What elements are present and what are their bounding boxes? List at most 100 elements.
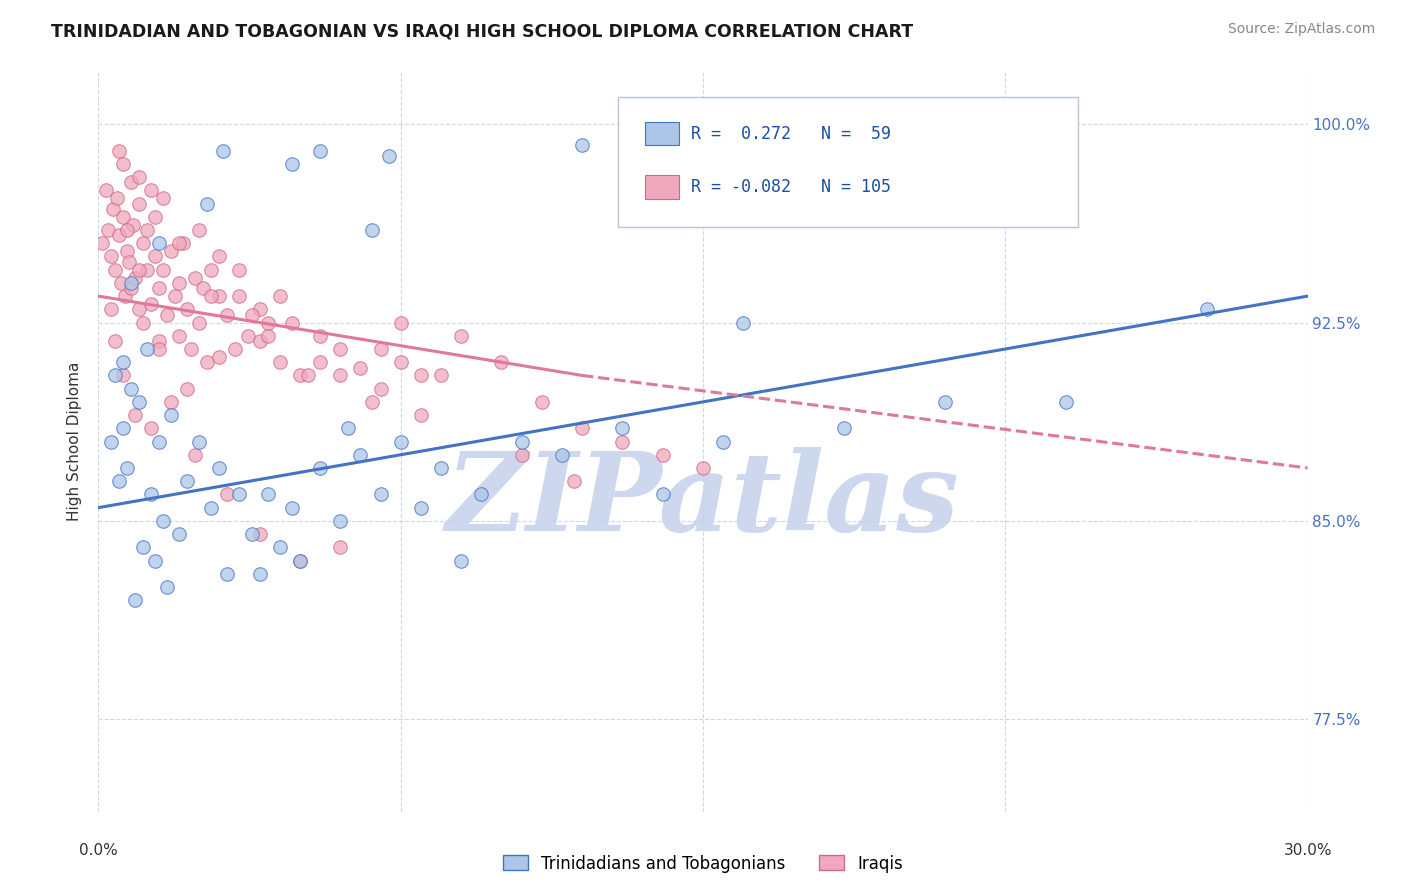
Point [103,262,125,277]
Text: TRINIDADIAN AND TOBAGONIAN VS IRAQI HIGH SCHOOL DIPLOMA CORRELATION CHART: TRINIDADIAN AND TOBAGONIAN VS IRAQI HIGH… [51,22,912,40]
Point [148,342,170,356]
Point [249,527,271,541]
Point [409,368,432,383]
Point [148,281,170,295]
Point [100,250,122,264]
Point [172,236,194,251]
Point [651,448,673,462]
Point [193,281,215,295]
Point [329,342,352,356]
Point [249,334,271,348]
Point [409,408,432,422]
Point [240,308,263,322]
Point [184,448,207,462]
Point [121,218,143,232]
Point [176,474,198,488]
Point [111,210,134,224]
Point [128,395,150,409]
Point [692,461,714,475]
Text: Source: ZipAtlas.com: Source: ZipAtlas.com [1227,22,1375,37]
Point [200,262,222,277]
Point [124,593,146,607]
Point [288,368,311,383]
Point [180,342,202,356]
Point [337,421,360,435]
Point [115,461,138,475]
Point [228,289,250,303]
Point [200,289,222,303]
Point [329,514,352,528]
Point [139,421,162,435]
Point [111,355,134,369]
Point [167,527,190,541]
Point [156,580,179,594]
Point [228,487,250,501]
Point [370,487,392,501]
Text: ZIPatlas: ZIPatlas [446,447,960,555]
Point [100,302,122,317]
Point [249,302,271,317]
Point [139,297,162,311]
Point [329,368,352,383]
Point [309,144,332,158]
Point [143,210,166,224]
Bar [645,175,679,199]
Text: R = -0.082   N = 105: R = -0.082 N = 105 [690,178,891,196]
Point [370,342,392,356]
Point [240,527,263,541]
Text: R =  0.272   N =  59: R = 0.272 N = 59 [690,125,891,143]
Point [120,276,142,290]
Y-axis label: High School Diploma: High School Diploma [67,362,83,521]
Point [105,191,128,205]
Point [167,276,190,290]
Point [377,149,399,163]
Point [200,500,222,515]
Point [217,566,239,581]
Point [91,236,114,251]
Point [188,434,211,449]
Point [510,434,533,449]
Point [184,270,207,285]
Point [309,355,332,369]
Point [389,434,412,449]
Point [188,223,211,237]
Point [281,157,304,171]
Point [224,342,246,356]
Point [208,461,231,475]
Point [111,157,134,171]
FancyBboxPatch shape [619,97,1078,227]
Point [530,395,553,409]
Point [100,434,122,449]
Point [120,382,142,396]
Point [132,316,155,330]
Point [208,350,231,364]
Point [349,360,371,375]
Point [551,448,574,462]
Point [409,500,432,515]
Point [148,236,170,251]
Point [103,334,125,348]
Point [111,368,134,383]
Point [107,144,129,158]
Point [832,421,855,435]
Point [934,395,956,409]
Point [612,434,634,449]
Point [228,262,250,277]
Point [135,262,157,277]
Point [470,487,492,501]
Point [208,250,231,264]
Point [361,223,384,237]
Text: 30.0%: 30.0% [1284,844,1331,858]
Point [269,355,291,369]
Point [212,144,235,158]
Point [195,196,218,211]
Point [256,316,278,330]
Point [281,500,304,515]
Point [143,553,166,567]
Point [167,328,190,343]
Point [389,355,412,369]
Point [110,276,132,290]
Point [128,302,150,317]
Point [269,289,291,303]
Point [651,487,673,501]
